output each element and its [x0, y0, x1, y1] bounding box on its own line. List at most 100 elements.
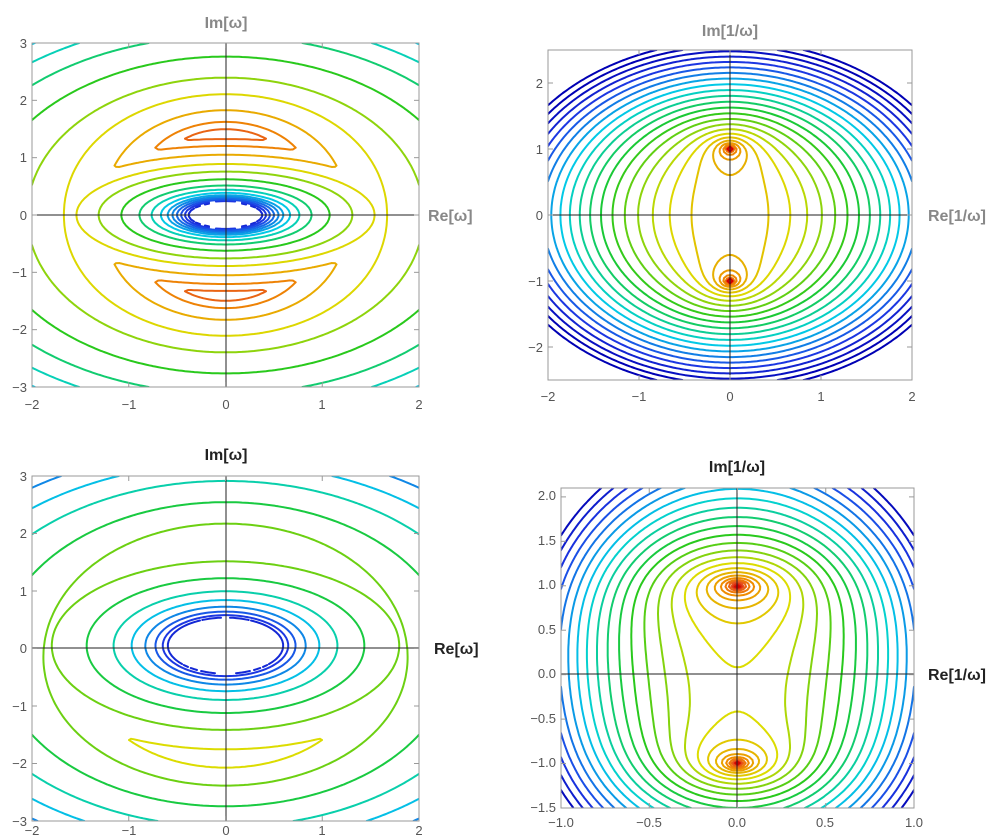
contour-line	[724, 579, 751, 769]
contour-lines	[32, 43, 419, 387]
contour-line	[611, 112, 849, 318]
contour-line	[712, 139, 748, 291]
contour-line	[690, 136, 770, 294]
contour-line	[166, 194, 285, 236]
panel-1: Im[ω] Re[ω] −2 −1 0 1 2 −3 −2 −1 0 1 2 3	[12, 15, 472, 412]
contour-lines	[561, 488, 914, 808]
tick-marks	[547, 50, 913, 380]
tick-marks	[560, 488, 915, 809]
contour-line	[176, 197, 275, 233]
contour-line	[32, 476, 419, 821]
x-tick-label: 0	[222, 397, 229, 412]
contour-line	[561, 488, 914, 808]
y-tick-label: −2	[12, 322, 27, 337]
contour-line	[670, 556, 805, 785]
contour-line	[548, 71, 912, 359]
contour-line	[695, 567, 780, 777]
x-tick-label: −2	[541, 389, 556, 404]
x-tick-label: 0.0	[728, 815, 746, 830]
contour-line	[548, 50, 912, 380]
contour-line	[561, 488, 914, 808]
contour-line	[668, 132, 792, 298]
contour-line	[623, 118, 837, 312]
contour-line	[637, 123, 823, 307]
y-tick-labels: −3 −2 −1 0 1 2 3	[12, 36, 27, 395]
x-tick-label: −1	[122, 397, 137, 412]
y-tick-label: 1	[20, 150, 27, 165]
panel-4: Im[1/ω] Re[1/ω] −1.0 −0.5 0.0 0.5 1.0 −1…	[530, 459, 986, 830]
x-axis-label: Re[ω]	[428, 208, 473, 225]
x-tick-label: −0.5	[636, 815, 662, 830]
y-tick-label: 2	[20, 93, 27, 108]
contour-line	[548, 50, 912, 380]
contour-line	[559, 83, 901, 347]
contour-line	[548, 50, 912, 380]
x-tick-label: 1	[817, 389, 824, 404]
panel-3: Im[ω] Re[ω] −2 −1 0 1 2 −3 −2 −1 0 1 2 3	[12, 447, 478, 837]
y-tick-label: 1.0	[538, 577, 556, 592]
y-tick-labels: −2 −1 0 1 2	[528, 76, 543, 355]
x-tick-label: 0	[726, 389, 733, 404]
y-tick-label: 1.5	[538, 533, 556, 548]
x-tick-label: 1	[318, 823, 325, 837]
contour-line	[548, 60, 912, 370]
contour-line	[42, 522, 409, 787]
contour-line	[550, 77, 910, 353]
y-tick-label: −1.5	[530, 800, 556, 815]
y-tick-label: −3	[12, 380, 27, 395]
contour-line	[128, 737, 323, 769]
contour-line	[161, 614, 290, 678]
x-tick-label: 2	[908, 389, 915, 404]
contour-line	[32, 76, 419, 354]
contour-line	[32, 43, 419, 387]
contour-line	[651, 128, 809, 302]
y-tick-label: 1	[20, 584, 27, 599]
x-tick-labels: −2 −1 0 1 2	[25, 823, 423, 837]
y-tick-label: −1.0	[530, 755, 556, 770]
contour-line	[589, 100, 871, 330]
contour-line	[722, 143, 738, 287]
y-tick-label: 0.0	[538, 666, 556, 681]
y-tick-label: 2.0	[538, 488, 556, 503]
y-tick-label: −3	[12, 814, 27, 829]
x-tick-label: 0.5	[816, 815, 834, 830]
contour-line	[630, 533, 845, 802]
x-tick-label: −2	[25, 397, 40, 412]
contour-line	[578, 94, 882, 336]
x-axis-label: Re[1/ω]	[928, 667, 986, 684]
y-tick-label: −1	[12, 265, 27, 280]
contour-line	[32, 43, 419, 387]
y-tick-label: 2	[20, 526, 27, 541]
chart-title: Im[ω]	[205, 15, 248, 32]
contour-line	[657, 549, 818, 790]
x-tick-label: 1	[318, 397, 325, 412]
contour-line	[113, 109, 338, 321]
panel-2: Im[1/ω] Re[1/ω] −2 −1 0 1 2 −2 −1 0 1 2	[528, 23, 986, 404]
tick-marks	[31, 475, 420, 822]
contour-line	[32, 476, 419, 821]
y-tick-label: −1	[12, 699, 27, 714]
x-tick-label: −2	[25, 823, 40, 837]
x-tick-label: −1.0	[548, 815, 574, 830]
contour-line	[548, 55, 912, 375]
contour-line	[600, 106, 860, 324]
y-tick-label: −2	[528, 340, 543, 355]
x-tick-label: −1	[122, 823, 137, 837]
y-tick-label: 0	[20, 641, 27, 656]
chart-title: Im[1/ω]	[709, 459, 765, 476]
x-axis-label: Re[ω]	[434, 641, 479, 658]
contour-line	[32, 43, 419, 387]
x-tick-label: 0	[222, 823, 229, 837]
contour-line	[171, 195, 280, 235]
contour-line	[576, 488, 899, 808]
contour-lines	[548, 50, 912, 380]
contour-line	[154, 120, 297, 310]
contour-line	[713, 574, 762, 772]
y-tick-label: 0	[20, 208, 27, 223]
contour-line	[62, 93, 389, 337]
chart-title: Im[1/ω]	[702, 23, 758, 40]
y-tick-label: −1	[528, 274, 543, 289]
contour-line	[561, 488, 914, 808]
contour-line	[585, 497, 890, 808]
